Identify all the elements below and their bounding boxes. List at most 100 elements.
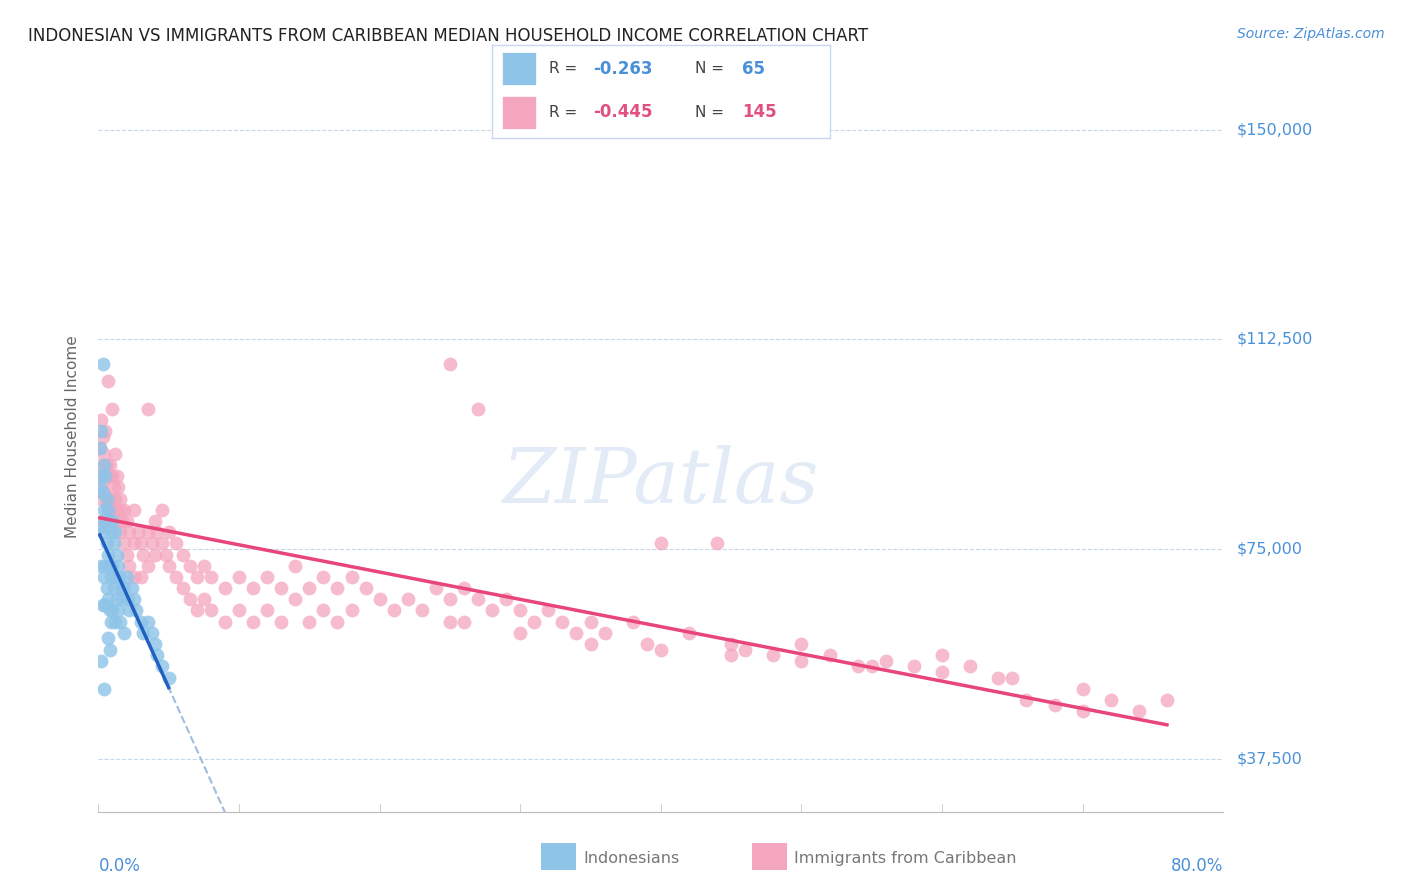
Text: 80.0%: 80.0% xyxy=(1171,856,1223,875)
Point xyxy=(91,430,114,444)
Point xyxy=(579,615,602,629)
Point xyxy=(101,558,124,573)
Point xyxy=(93,486,115,500)
Point xyxy=(256,570,278,584)
Point xyxy=(90,558,112,573)
Point xyxy=(157,671,180,685)
Point xyxy=(143,548,166,562)
Point xyxy=(97,632,120,646)
Text: ZIPatlas: ZIPatlas xyxy=(502,445,820,519)
Text: Immigrants from Caribbean: Immigrants from Caribbean xyxy=(794,852,1017,866)
Text: 65: 65 xyxy=(742,60,765,78)
Point xyxy=(636,637,658,651)
Point xyxy=(89,480,111,494)
Point xyxy=(818,648,841,662)
Point xyxy=(453,581,475,595)
Point xyxy=(1156,693,1178,707)
Point xyxy=(96,458,118,472)
Point xyxy=(111,514,134,528)
Point xyxy=(94,469,117,483)
Point xyxy=(1128,704,1150,718)
Point xyxy=(108,615,131,629)
Point xyxy=(959,659,981,673)
Point xyxy=(101,603,124,617)
Point xyxy=(118,558,141,573)
Point xyxy=(89,442,111,456)
Point xyxy=(104,615,127,629)
Point xyxy=(107,480,129,494)
Point xyxy=(1043,698,1066,713)
Text: INDONESIAN VS IMMIGRANTS FROM CARIBBEAN MEDIAN HOUSEHOLD INCOME CORRELATION CHAR: INDONESIAN VS IMMIGRANTS FROM CARIBBEAN … xyxy=(28,27,869,45)
Point xyxy=(509,625,531,640)
Point xyxy=(108,570,131,584)
Point xyxy=(150,536,173,550)
Point xyxy=(579,637,602,651)
Point xyxy=(146,525,169,540)
Point xyxy=(650,536,672,550)
Point xyxy=(495,592,517,607)
Point xyxy=(129,536,152,550)
Point xyxy=(118,603,141,617)
Point xyxy=(256,603,278,617)
Point xyxy=(228,603,250,617)
Point xyxy=(312,570,335,584)
Point xyxy=(112,581,135,595)
Point xyxy=(94,598,117,612)
Point xyxy=(104,525,127,540)
Point xyxy=(593,625,616,640)
Point xyxy=(1015,693,1038,707)
Point xyxy=(127,525,149,540)
Point xyxy=(931,665,953,679)
Point xyxy=(150,502,173,516)
Point xyxy=(96,581,118,595)
Point xyxy=(125,603,148,617)
Point xyxy=(93,681,115,696)
Point xyxy=(96,491,118,506)
Text: Indonesians: Indonesians xyxy=(583,852,679,866)
Text: N =: N = xyxy=(695,62,728,77)
Text: 145: 145 xyxy=(742,103,776,121)
Point xyxy=(108,491,131,506)
Point xyxy=(122,502,145,516)
Text: 0.0%: 0.0% xyxy=(98,856,141,875)
Point xyxy=(94,514,117,528)
Point xyxy=(143,514,166,528)
Point xyxy=(94,558,117,573)
Point xyxy=(439,615,461,629)
Point xyxy=(117,592,139,607)
Point xyxy=(98,458,121,472)
Point xyxy=(150,659,173,673)
Point xyxy=(90,469,112,483)
Point xyxy=(111,592,134,607)
Point xyxy=(214,615,236,629)
Point xyxy=(298,615,321,629)
Point xyxy=(105,502,128,516)
Point xyxy=(228,570,250,584)
Point xyxy=(103,480,125,494)
Point xyxy=(734,642,756,657)
Point xyxy=(91,514,114,528)
Point xyxy=(91,598,114,612)
Point xyxy=(115,548,138,562)
Point xyxy=(509,603,531,617)
Point xyxy=(129,615,152,629)
Point xyxy=(93,447,115,461)
Point xyxy=(112,625,135,640)
Point xyxy=(860,659,883,673)
Point xyxy=(97,469,120,483)
Point xyxy=(157,558,180,573)
Point xyxy=(94,425,117,439)
Point xyxy=(481,603,503,617)
Point xyxy=(382,603,405,617)
Point xyxy=(790,637,813,651)
Point xyxy=(101,402,124,417)
Point xyxy=(90,413,112,427)
Point xyxy=(118,525,141,540)
Text: Source: ZipAtlas.com: Source: ZipAtlas.com xyxy=(1237,27,1385,41)
Point xyxy=(136,615,159,629)
Point xyxy=(453,615,475,629)
Point xyxy=(110,581,132,595)
Point xyxy=(136,402,159,417)
Point xyxy=(242,615,264,629)
Point xyxy=(368,592,391,607)
